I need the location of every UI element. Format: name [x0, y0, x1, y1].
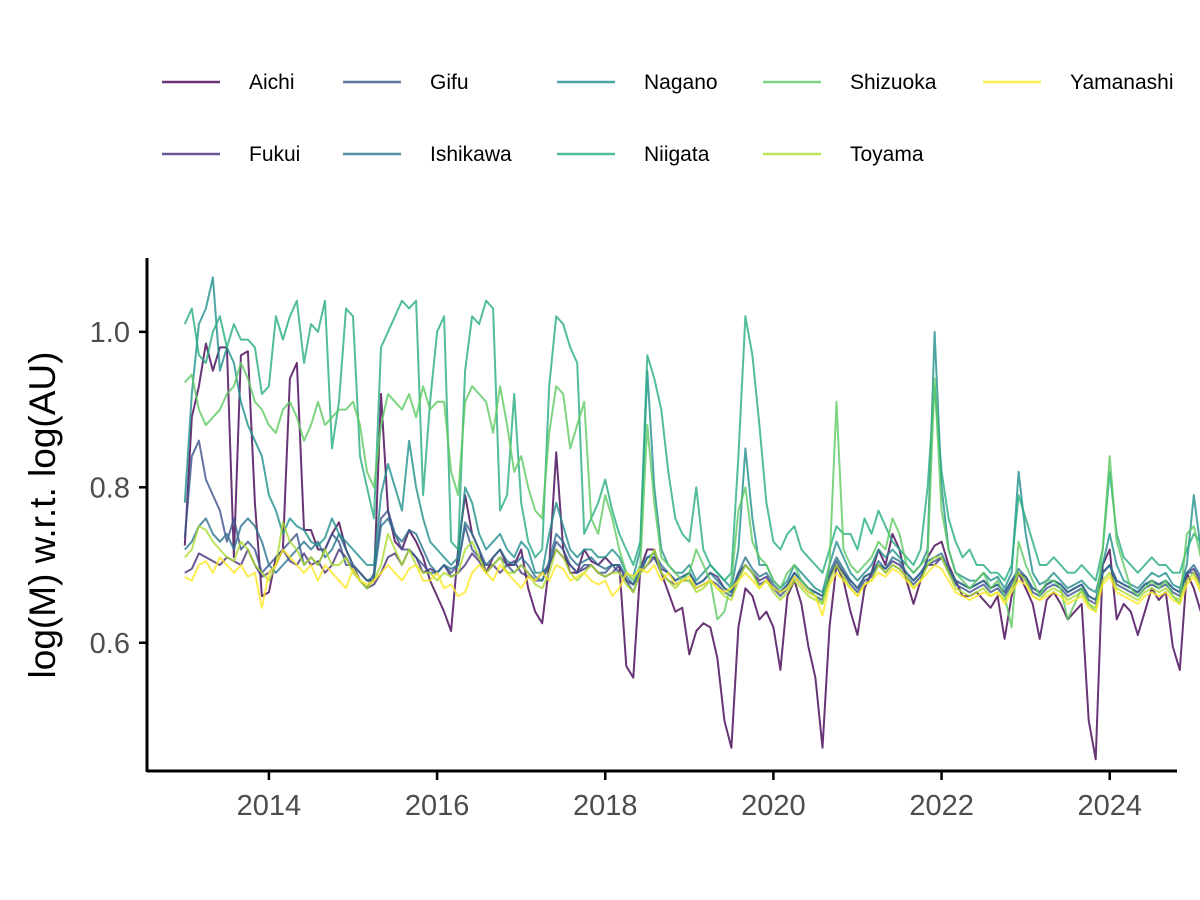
series-line-nagano [183, 276, 1200, 594]
x-ticks: 2014 2016 2018 2020 2022 2024 [237, 772, 1142, 822]
y-axis-title: log(M) w.r.t. log(AU) [22, 352, 63, 679]
legend-item-toyama: Toyama [763, 143, 924, 166]
x-tick-label: 2020 [741, 790, 806, 822]
legend-item-shizuoka: Shizuoka [763, 71, 937, 94]
series-line-yamanashi [184, 548, 1200, 617]
series-line-shizuoka [184, 361, 1200, 629]
x-tick-label: 2024 [1077, 790, 1142, 822]
legend-label: Niigata [644, 143, 710, 166]
legend-label: Nagano [644, 71, 718, 94]
y-tick-label: 1.0 [90, 317, 130, 349]
y-tick-label: 0.8 [90, 472, 130, 504]
x-tick-label: 2018 [573, 790, 638, 822]
x-tick-label: 2014 [237, 790, 302, 822]
legend-item-fukui: Fukui [162, 143, 300, 166]
legend-item-gifu: Gifu [343, 71, 469, 94]
legend-label: Gifu [430, 71, 469, 94]
legend-label: Aichi [249, 71, 295, 94]
legend-label: Shizuoka [850, 71, 937, 94]
legend-label: Fukui [249, 143, 300, 166]
legend-label: Toyama [850, 143, 924, 166]
legend-item-yamanashi: Yamanashi [983, 71, 1174, 94]
legend-item-niigata: Niigata [557, 143, 710, 166]
series-line-niigata [183, 299, 1200, 582]
x-tick-label: 2022 [909, 790, 974, 822]
legend-item-nagano: Nagano [557, 71, 718, 94]
series-line-ishikawa [184, 517, 1200, 601]
axes [145, 258, 1177, 773]
x-tick-label: 2016 [405, 790, 470, 822]
legend-item-ishikawa: Ishikawa [343, 143, 512, 166]
legend-item-aichi: Aichi [162, 71, 295, 94]
legend: Aichi Fukui Gifu Ishikawa Nagano Niigata Shizu… [162, 71, 1174, 166]
legend-label: Ishikawa [430, 143, 512, 166]
y-tick-label: 0.6 [90, 628, 130, 660]
y-ticks: 0.6 0.8 1.0 [90, 317, 146, 660]
legend-label: Yamanashi [1070, 71, 1174, 94]
plot-lines [183, 276, 1200, 761]
